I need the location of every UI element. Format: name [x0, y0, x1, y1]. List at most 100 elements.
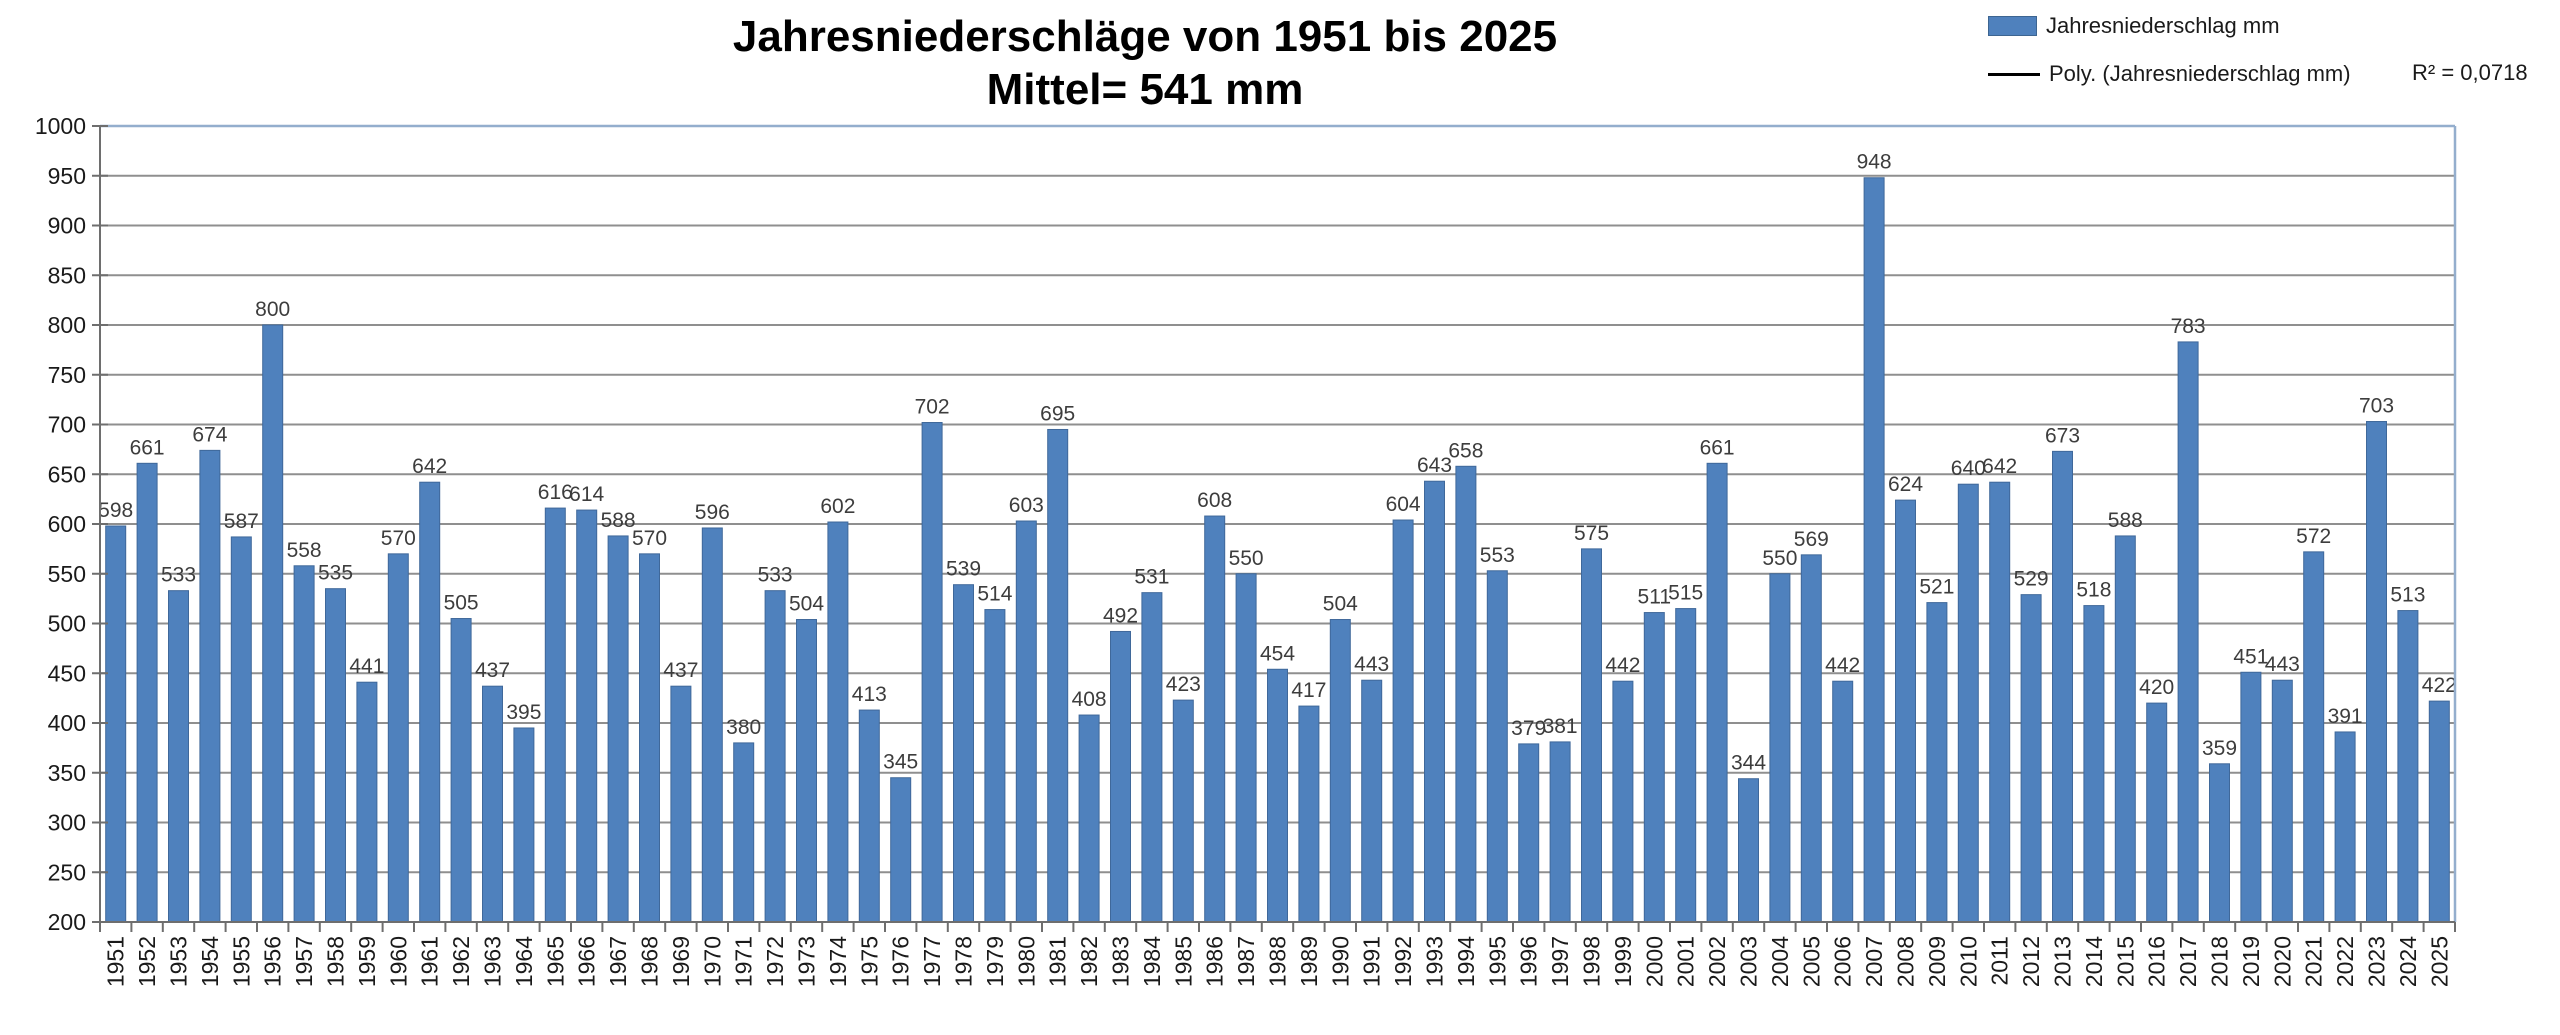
bar-2011 — [1989, 481, 2011, 923]
x-axis-label: 1986 — [1202, 936, 1228, 987]
bar-1974 — [827, 521, 849, 923]
bar-1973 — [796, 619, 817, 923]
bar-2001 — [1675, 608, 1697, 923]
bar-value-label: 598 — [98, 499, 133, 522]
x-axis-label: 2005 — [1798, 936, 1824, 987]
bar-value-label: 443 — [2265, 653, 2300, 676]
bar-value-label: 492 — [1103, 604, 1138, 627]
x-axis-label: 2002 — [1704, 936, 1730, 987]
x-axis-label: 1966 — [574, 936, 600, 987]
bar-value-label: 535 — [318, 562, 353, 585]
x-axis-label: 2022 — [2332, 936, 2358, 987]
x-axis-label: 1989 — [1296, 936, 1322, 987]
bar-value-label: 703 — [2359, 395, 2394, 418]
bar-1966 — [576, 509, 598, 923]
x-axis-label: 1957 — [291, 936, 317, 987]
y-axis-label: 750 — [48, 362, 86, 388]
y-axis-label: 900 — [48, 213, 86, 239]
x-axis-label: 1962 — [448, 936, 474, 987]
bar-value-label: 359 — [2202, 737, 2237, 760]
x-axis-label: 1997 — [1547, 936, 1573, 987]
bar-value-label: 702 — [915, 396, 950, 419]
bar-value-label: 661 — [1700, 436, 1735, 459]
x-axis-label: 2007 — [1861, 936, 1887, 987]
bar-1953 — [168, 590, 189, 923]
x-axis-label: 1955 — [228, 936, 254, 987]
chart-title: Jahresniederschläge von 1951 bis 2025 Mi… — [330, 10, 1960, 116]
bar-value-label: 608 — [1197, 489, 1232, 512]
y-axis-label: 950 — [48, 163, 86, 189]
bar-1993 — [1424, 480, 1445, 923]
bar-2023 — [2366, 421, 2387, 923]
bar-value-label: 570 — [381, 527, 416, 550]
bar-2008 — [1895, 499, 1916, 923]
bar-1980 — [1015, 520, 1037, 923]
bar-value-label: 603 — [1009, 494, 1044, 517]
bar-value-label: 518 — [2076, 579, 2111, 602]
bar-2020 — [2271, 679, 2293, 923]
x-axis-label: 1990 — [1327, 936, 1353, 987]
legend: Jahresniederschlag mm Poly. (Jahresniede… — [1988, 10, 2351, 106]
bar-value-label: 642 — [412, 455, 447, 478]
y-axis-label: 650 — [48, 461, 86, 487]
bar-value-label: 614 — [569, 483, 604, 506]
bar-value-label: 441 — [349, 655, 384, 678]
x-axis-label: 1960 — [385, 936, 411, 987]
bar-1989 — [1298, 705, 1320, 923]
x-axis-label: 2010 — [1955, 936, 1981, 987]
bar-1996 — [1518, 743, 1540, 923]
bar-value-label: 588 — [601, 509, 636, 532]
y-axis-label: 550 — [48, 561, 86, 587]
bar-1997 — [1549, 741, 1571, 923]
bar-2022 — [2334, 731, 2356, 923]
x-axis-label: 1996 — [1516, 936, 1542, 987]
bar-2024 — [2397, 610, 2419, 923]
bar-1978 — [953, 584, 974, 923]
x-axis-label: 1984 — [1139, 936, 1165, 987]
r-squared-label: R² = 0,0718 — [2412, 60, 2528, 85]
bar-2025 — [2428, 700, 2450, 923]
bar-value-label: 505 — [444, 592, 479, 615]
bar-value-label: 569 — [1794, 528, 1829, 551]
bar-value-label: 575 — [1574, 522, 1609, 545]
bar-value-label: 596 — [695, 501, 730, 524]
bar-1959 — [356, 681, 378, 923]
y-axis-label: 200 — [48, 909, 86, 935]
series-label: Jahresniederschlag mm — [2046, 13, 2280, 38]
bar-1972 — [764, 590, 786, 923]
x-axis-label: 1958 — [323, 936, 349, 987]
bar-value-label: 550 — [1229, 547, 1264, 570]
x-axis-label: 2025 — [2426, 936, 2452, 987]
y-axis-label: 300 — [48, 810, 86, 836]
x-axis-label: 2001 — [1673, 936, 1699, 987]
x-axis-label: 1974 — [825, 936, 851, 987]
bar-value-label: 550 — [1762, 547, 1797, 570]
bar-2013 — [2052, 450, 2073, 923]
bar-value-label: 783 — [2171, 315, 2206, 338]
bar-2006 — [1832, 680, 1854, 923]
x-axis-label: 1965 — [542, 936, 568, 987]
legend-item-series: Jahresniederschlag mm — [1988, 10, 2351, 42]
bar-value-label: 674 — [192, 423, 227, 446]
trend-line-marker-icon — [1988, 72, 2040, 76]
x-axis-label: 1972 — [762, 936, 788, 987]
y-axis-label: 600 — [48, 511, 86, 537]
y-axis-label: 350 — [48, 760, 86, 786]
bar-value-label: 379 — [1511, 717, 1546, 740]
bar-value-label: 642 — [1982, 455, 2017, 478]
bar-1971 — [733, 742, 755, 923]
bar-value-label: 616 — [538, 481, 573, 504]
bar-2000 — [1643, 612, 1665, 923]
bar-1975 — [858, 709, 880, 923]
title-line-2: Mittel= 541 mm — [986, 65, 1304, 114]
x-axis-label: 1978 — [951, 936, 977, 987]
x-axis-label: 2014 — [2081, 936, 2107, 987]
bar-value-label: 513 — [2390, 584, 2425, 607]
x-axis-label: 1973 — [794, 936, 820, 987]
bar-value-label: 531 — [1134, 566, 1169, 589]
bar-value-label: 558 — [287, 539, 322, 562]
bar-value-label: 380 — [726, 716, 761, 739]
bar-1976 — [890, 777, 912, 923]
x-axis-label: 2019 — [2238, 936, 2264, 987]
